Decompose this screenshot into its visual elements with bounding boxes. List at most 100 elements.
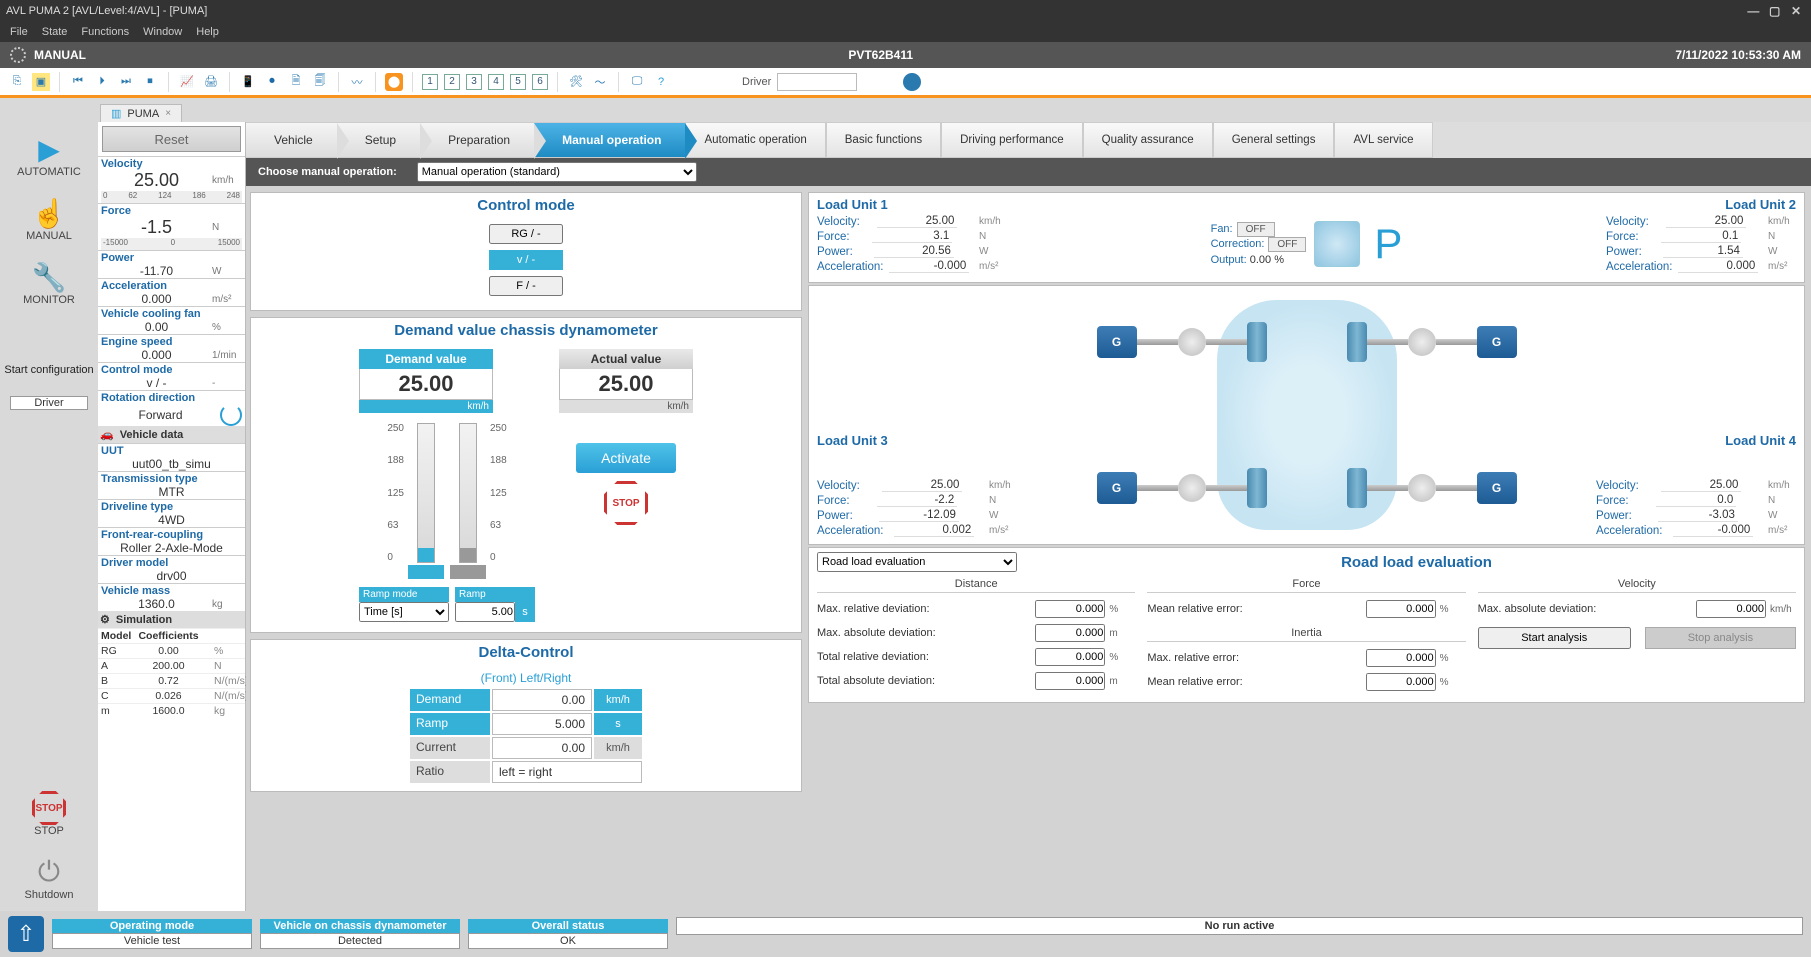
gauge-ticks-right: 250188125630 xyxy=(490,423,507,563)
rl-value[interactable] xyxy=(1366,649,1436,667)
numbox-4[interactable]: 4 xyxy=(488,74,504,90)
navtab-basic[interactable]: Basic functions xyxy=(826,122,941,158)
roadload-select[interactable]: Road load evaluation xyxy=(817,552,1017,572)
tool-icon[interactable]: ⬤ xyxy=(385,73,403,91)
rl-value[interactable] xyxy=(1035,600,1105,618)
unit: W xyxy=(212,266,242,277)
footer-vehicle: Vehicle on chassis dynamometerDetected xyxy=(260,919,460,949)
stop-analysis-button[interactable]: Stop analysis xyxy=(1645,627,1796,649)
menu-window[interactable]: Window xyxy=(143,26,182,38)
rl-row: Max. absolute deviation:m xyxy=(817,621,1135,645)
rl-value[interactable] xyxy=(1366,600,1436,618)
step-manual-operation[interactable]: Manual operation xyxy=(534,122,685,158)
scroll-up-button[interactable]: ⇧ xyxy=(8,916,44,952)
step-preparation[interactable]: Preparation xyxy=(420,122,534,158)
tool-icon[interactable]: 🗐 xyxy=(311,73,329,91)
numbox-3[interactable]: 3 xyxy=(466,74,482,90)
menu-state[interactable]: State xyxy=(42,26,68,38)
tool-icon[interactable]: 〜 xyxy=(591,73,609,91)
step-vehicle[interactable]: Vehicle xyxy=(246,122,337,158)
driver-input[interactable] xyxy=(777,73,857,91)
tool-icon[interactable]: ▣ xyxy=(32,73,50,91)
numbox-5[interactable]: 5 xyxy=(510,74,526,90)
tool-icon[interactable]: 🛠 xyxy=(567,73,585,91)
tool-icon[interactable]: ⏮ xyxy=(69,73,87,91)
close-icon[interactable]: ✕ xyxy=(1787,4,1805,18)
navtab-avlservice[interactable]: AVL service xyxy=(1334,122,1432,158)
tool-icon[interactable]: ⎘ xyxy=(8,73,26,91)
cmode-btn-rg[interactable]: RG / - xyxy=(489,224,563,244)
tool-icon[interactable]: ⏵ xyxy=(93,73,111,91)
fan-off-button[interactable]: OFF xyxy=(1237,222,1275,237)
correction-off-button[interactable]: OFF xyxy=(1268,237,1306,252)
tab-puma[interactable]: ▥ PUMA × xyxy=(100,104,182,122)
lu4-title: Load Unit 4 xyxy=(1725,433,1796,448)
start-analysis-button[interactable]: Start analysis xyxy=(1478,627,1631,649)
tool-icon[interactable]: 🗎 xyxy=(287,73,305,91)
control-mode-title: Control mode xyxy=(251,193,801,218)
tool-icon[interactable]: 📈 xyxy=(178,73,196,91)
menu-file[interactable]: File xyxy=(10,26,28,38)
cmode-btn-v[interactable]: v / - xyxy=(489,250,563,270)
dyno-icon: G xyxy=(1097,472,1137,504)
minimize-icon[interactable]: — xyxy=(1744,4,1762,18)
uut-value: uut00_tb_simu xyxy=(101,457,242,471)
chooser-select[interactable]: Manual operation (standard) xyxy=(417,162,697,182)
navtab-general[interactable]: General settings xyxy=(1213,122,1335,158)
demand-title: Demand value chassis dynamometer xyxy=(251,318,801,343)
nav-manual[interactable]: ☝ MANUAL xyxy=(26,196,72,242)
rl-value[interactable] xyxy=(1035,648,1105,666)
tool-icon[interactable]: ⏹ xyxy=(141,73,159,91)
nav-label: AUTOMATIC xyxy=(17,166,81,178)
rl-value[interactable] xyxy=(1035,624,1105,642)
load-units-top: Load Unit 1 Load Unit 2 Velocity:25.00km… xyxy=(808,192,1805,283)
delta-ramp-value[interactable]: 5.000 xyxy=(492,713,592,735)
stop-button[interactable]: STOP xyxy=(604,481,648,525)
tool-icon[interactable]: 🖨 xyxy=(202,73,220,91)
demand-value[interactable]: 25.00 xyxy=(359,369,493,400)
demand-gauge[interactable] xyxy=(417,423,435,563)
nav-monitor[interactable]: 🔧 MONITOR xyxy=(23,260,75,306)
engspd-label: Engine speed xyxy=(101,336,242,348)
nav-automatic[interactable]: ▶ AUTOMATIC xyxy=(17,132,81,178)
drvline-label: Driveline type xyxy=(101,501,242,513)
rl-value[interactable] xyxy=(1366,673,1436,691)
rampmode-select[interactable]: Time [s] xyxy=(359,602,449,622)
help-icon[interactable]: ? xyxy=(652,73,670,91)
start-config-value[interactable]: Driver xyxy=(10,396,88,410)
maximize-icon[interactable]: ▢ xyxy=(1766,4,1784,18)
navtab-quality[interactable]: Quality assurance xyxy=(1083,122,1213,158)
tool-icon[interactable]: 📱 xyxy=(239,73,257,91)
rl-row: Max. relative deviation:% xyxy=(817,597,1135,621)
nav-shutdown[interactable]: ⏻ Shutdown xyxy=(25,855,74,901)
coef-row: m1600.0kg xyxy=(98,703,245,718)
footer-opmode: Operating modeVehicle test xyxy=(52,919,252,949)
vmass-label: Vehicle mass xyxy=(101,585,242,597)
numbox-2[interactable]: 2 xyxy=(444,74,460,90)
refresh-icon[interactable] xyxy=(220,404,242,426)
numbox-6[interactable]: 6 xyxy=(532,74,548,90)
tool-icon[interactable]: ⏭ xyxy=(117,73,135,91)
record-icon[interactable]: ⏺ xyxy=(263,73,281,91)
wheel-icon xyxy=(1347,322,1367,362)
accel-value: 0.000 xyxy=(101,292,212,306)
delta-demand-value[interactable]: 0.00 xyxy=(492,689,592,711)
tab-close-icon[interactable]: × xyxy=(165,108,171,119)
velocity-value: 25.00 xyxy=(101,170,212,191)
tool-icon[interactable]: 🖵 xyxy=(628,73,646,91)
activate-button[interactable]: Activate xyxy=(576,443,676,473)
ramp-input[interactable] xyxy=(455,602,515,622)
navtab-automatic[interactable]: Automatic operation xyxy=(685,122,825,158)
rl-value[interactable] xyxy=(1035,672,1105,690)
rl-value[interactable] xyxy=(1696,600,1766,618)
navtab-driving[interactable]: Driving performance xyxy=(941,122,1083,158)
nav-stop[interactable]: STOP STOP xyxy=(32,791,66,837)
reset-button[interactable]: Reset xyxy=(102,126,241,152)
menu-functions[interactable]: Functions xyxy=(81,26,129,38)
numbox-1[interactable]: 1 xyxy=(422,74,438,90)
step-setup[interactable]: Setup xyxy=(337,122,420,158)
menu-help[interactable]: Help xyxy=(196,26,219,38)
hand-icon: ☝ xyxy=(26,196,72,230)
tool-icon[interactable]: 〰 xyxy=(348,73,366,91)
cmode-btn-f[interactable]: F / - xyxy=(489,276,563,296)
